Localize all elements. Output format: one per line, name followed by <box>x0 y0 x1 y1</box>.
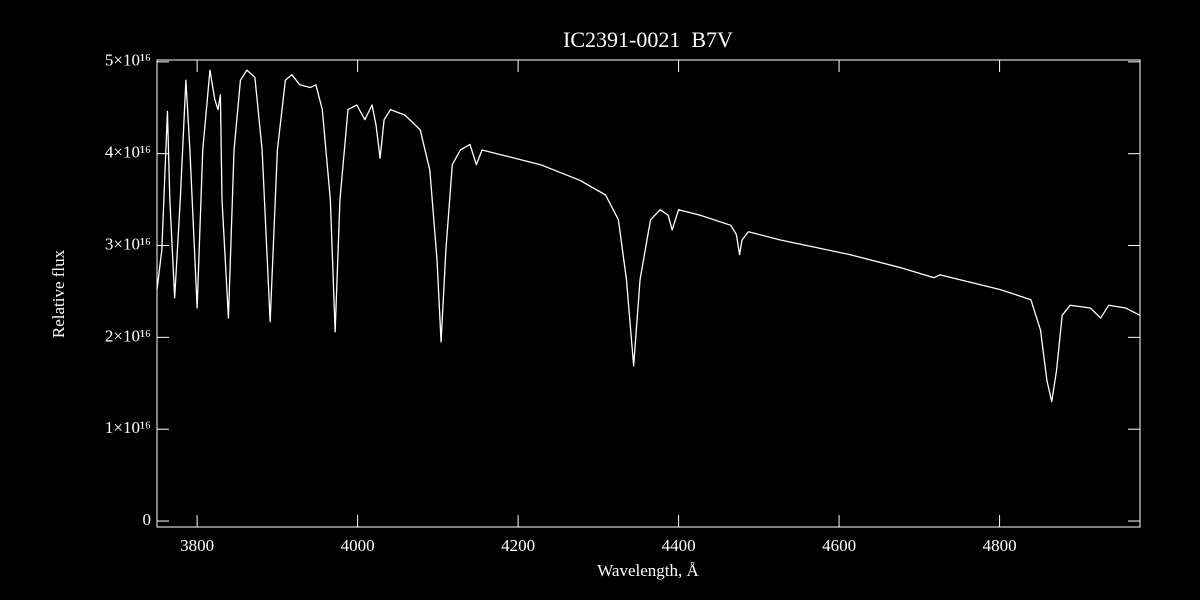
y-tick-label: 3×10¹⁶ <box>105 234 151 253</box>
x-tick-label: 4200 <box>501 536 535 555</box>
y-tick-label: 0 <box>143 510 152 529</box>
spectrum-line <box>156 69 1141 403</box>
x-tick-label: 4600 <box>822 536 856 555</box>
y-tick-label: 5×10¹⁶ <box>105 51 151 70</box>
chart-title: IC2391-0021 B7V <box>563 27 733 52</box>
plot-frame <box>156 59 1141 528</box>
x-tick-label: 4800 <box>983 536 1017 555</box>
y-tick-label: 2×10¹⁶ <box>105 326 151 345</box>
x-tick-label: 4000 <box>341 536 375 555</box>
y-tick-label: 4×10¹⁶ <box>105 143 151 162</box>
x-tick-label: 3800 <box>180 536 214 555</box>
y-tick-label: 1×10¹⁶ <box>105 418 151 437</box>
x-axis-label: Wavelength, Å <box>597 561 699 580</box>
x-tick-label: 4400 <box>662 536 696 555</box>
y-axis-label: Relative flux <box>49 249 68 338</box>
